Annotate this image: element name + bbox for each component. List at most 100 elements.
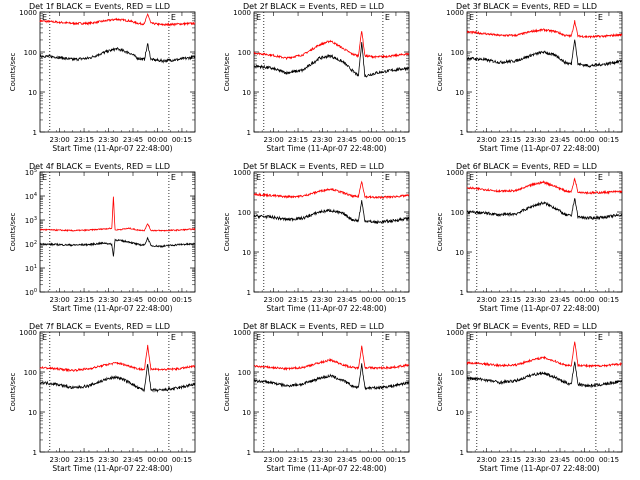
corner-label-right: E xyxy=(385,333,390,342)
panel-5: Det 5f BLACK = Events, RED = LLD 1 10 100 10… xyxy=(223,162,410,313)
panel-title: Det 5f BLACK = Events, RED = LLD xyxy=(243,162,384,171)
corner-label-left: E xyxy=(256,13,261,22)
y-axis-label: Counts/sec xyxy=(9,53,17,92)
y-axis-label: Counts/sec xyxy=(9,213,17,252)
y-tick-label: 101 xyxy=(25,264,37,273)
corner-label-right: E xyxy=(598,173,603,182)
y-tick-label: 1 xyxy=(247,449,251,457)
corner-label-right: E xyxy=(385,13,390,22)
x-tick-label: 23:45 xyxy=(550,136,570,144)
y-tick-label: 100 xyxy=(24,369,37,377)
x-tick-label: 00:15 xyxy=(386,136,406,144)
x-tick-label: 23:15 xyxy=(501,296,521,304)
panel-title: Det 1f BLACK = Events, RED = LLD xyxy=(29,2,170,11)
x-tick-label: 23:30 xyxy=(312,296,332,304)
y-axis-label: Counts/sec xyxy=(436,373,444,412)
x-tick-label: 23:30 xyxy=(98,456,118,464)
y-tick-label: 1000 xyxy=(446,169,464,177)
y-tick-label: 100 xyxy=(24,49,37,57)
y-tick-label: 1000 xyxy=(446,329,464,337)
x-tick-label: 00:00 xyxy=(361,456,381,464)
x-tick-label: 23:30 xyxy=(525,136,545,144)
series-line-events xyxy=(466,361,623,389)
plot-frame xyxy=(39,171,196,293)
y-tick-label: 1 xyxy=(247,289,251,297)
panel-title: Det 2f BLACK = Events, RED = LLD xyxy=(243,2,384,11)
x-tick-label: 00:00 xyxy=(147,136,167,144)
y-tick-label: 10 xyxy=(455,89,464,97)
x-tick-label: 00:15 xyxy=(172,296,192,304)
y-tick-label: 1 xyxy=(33,129,37,137)
corner-label-right: E xyxy=(385,173,390,182)
series-line-lld xyxy=(466,177,623,195)
x-tick-label: 23:45 xyxy=(337,456,357,464)
y-axis-label: Counts/sec xyxy=(223,53,231,92)
corner-label-left: E xyxy=(469,173,474,182)
y-tick-label: 100 xyxy=(238,209,251,217)
x-axis-label: Start Time (11-Apr-07 22:48:00) xyxy=(479,144,599,153)
y-tick-label: 100 xyxy=(451,209,464,217)
y-tick-label: 10 xyxy=(242,249,251,257)
plot-frame xyxy=(39,11,196,133)
series-line-events xyxy=(40,364,196,393)
corner-label-right: E xyxy=(171,173,176,182)
y-tick-label: 1000 xyxy=(19,9,37,17)
x-tick-label: 23:45 xyxy=(123,456,143,464)
x-tick-label: 23:15 xyxy=(288,456,308,464)
panel-9: Det 9f BLACK = Events, RED = LLD 1 10 100 10… xyxy=(436,322,623,473)
x-tick-label: 23:15 xyxy=(501,136,521,144)
plot-frame xyxy=(253,171,410,293)
series-line-lld xyxy=(466,341,623,369)
plot-frame xyxy=(253,11,410,133)
x-tick-label: 23:30 xyxy=(525,456,545,464)
x-tick-label: 00:15 xyxy=(599,136,619,144)
x-axis-label: Start Time (11-Apr-07 22:48:00) xyxy=(266,304,386,313)
panel-title: Det 4f BLACK = Events, RED = LLD xyxy=(29,162,170,171)
x-tick-label: 23:00 xyxy=(49,296,69,304)
x-tick-label: 23:30 xyxy=(312,456,332,464)
x-tick-label: 00:15 xyxy=(386,456,406,464)
series-line-events xyxy=(39,43,196,64)
x-tick-label: 00:15 xyxy=(172,456,192,464)
y-tick-label: 100 xyxy=(238,49,251,57)
corner-label-left: E xyxy=(42,13,47,22)
panel-title: Det 9f BLACK = Events, RED = LLD xyxy=(456,322,597,331)
y-axis-label: Counts/sec xyxy=(223,213,231,252)
y-tick-label: 1000 xyxy=(233,9,251,17)
x-tick-label: 23:30 xyxy=(98,136,118,144)
corner-label-left: E xyxy=(469,13,474,22)
series-line-lld xyxy=(253,31,410,61)
y-tick-label: 10 xyxy=(242,409,251,417)
corner-label-left: E xyxy=(256,333,261,342)
panel-7: Det 7f BLACK = Events, RED = LLD 1 10 100 10… xyxy=(9,322,196,473)
y-tick-label: 1000 xyxy=(233,329,251,337)
corner-label-right: E xyxy=(171,333,176,342)
x-tick-label: 23:45 xyxy=(337,296,357,304)
y-tick-label: 10 xyxy=(455,249,464,257)
x-tick-label: 23:30 xyxy=(525,296,545,304)
x-tick-label: 23:00 xyxy=(49,456,69,464)
corner-label-left: E xyxy=(42,333,47,342)
x-tick-label: 00:00 xyxy=(147,296,167,304)
x-tick-label: 23:45 xyxy=(550,456,570,464)
plot-frame xyxy=(253,331,410,453)
y-tick-label: 105 xyxy=(25,168,37,177)
x-axis-label: Start Time (11-Apr-07 22:48:00) xyxy=(52,304,172,313)
x-axis-label: Start Time (11-Apr-07 22:48:00) xyxy=(479,304,599,313)
panel-8: Det 8f BLACK = Events, RED = LLD 1 10 100 10… xyxy=(223,322,410,473)
panel-title: Det 6f BLACK = Events, RED = LLD xyxy=(456,162,597,171)
y-tick-label: 1 xyxy=(247,129,251,137)
x-axis-label: Start Time (11-Apr-07 22:48:00) xyxy=(479,464,599,473)
x-tick-label: 23:15 xyxy=(288,296,308,304)
x-tick-label: 00:15 xyxy=(599,456,619,464)
series-line-lld xyxy=(39,196,196,233)
y-tick-label: 100 xyxy=(451,49,464,57)
corner-label-left: E xyxy=(42,173,47,182)
x-tick-label: 23:45 xyxy=(337,136,357,144)
series-line-events xyxy=(253,42,410,78)
x-axis-label: Start Time (11-Apr-07 22:48:00) xyxy=(266,464,386,473)
y-tick-label: 1000 xyxy=(19,329,37,337)
series-line-lld xyxy=(253,345,410,371)
corner-label-right: E xyxy=(598,13,603,22)
